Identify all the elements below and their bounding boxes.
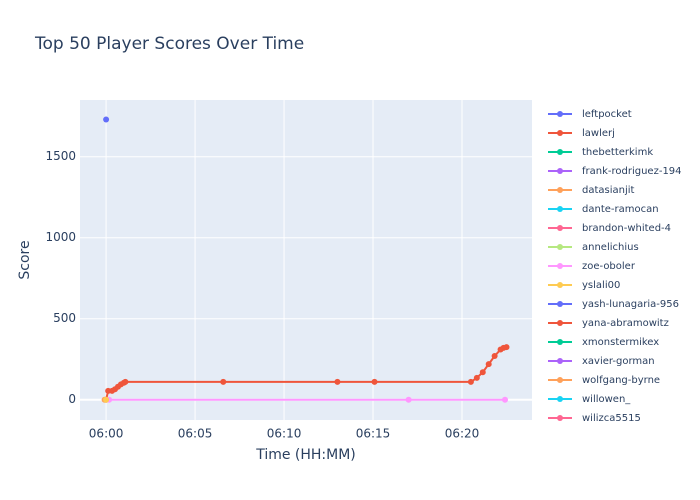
legend-label: yslali00 bbox=[582, 280, 620, 291]
data-point bbox=[503, 344, 510, 351]
legend-swatch-marker bbox=[557, 415, 563, 421]
legend-swatch-marker bbox=[557, 377, 563, 383]
plot-area bbox=[80, 100, 532, 420]
legend-label: thebetterkimk bbox=[582, 147, 653, 158]
data-point bbox=[220, 378, 227, 385]
legend-label: datasianjit bbox=[582, 185, 635, 196]
legend-swatch-marker bbox=[557, 339, 563, 345]
legend-label: xmonstermikex bbox=[582, 337, 659, 348]
legend-label: frank-rodriguez-194 bbox=[582, 166, 682, 177]
legend-item[interactable]: thebetterkimk bbox=[548, 147, 653, 158]
legend-swatch-marker bbox=[557, 396, 563, 402]
data-point bbox=[405, 396, 412, 403]
x-tick-label: 06:15 bbox=[356, 427, 391, 441]
legend-label: willowen_ bbox=[582, 394, 631, 405]
x-axis-title: Time (HH:MM) bbox=[255, 447, 356, 463]
legend-swatch-marker bbox=[557, 168, 563, 174]
data-point bbox=[502, 396, 509, 403]
x-tick-label: 06:05 bbox=[178, 427, 213, 441]
y-tick-label: 0 bbox=[68, 392, 76, 406]
legend-item[interactable]: wilizca5515 bbox=[548, 413, 641, 424]
legend-item[interactable]: frank-rodriguez-194 bbox=[548, 166, 682, 177]
legend-swatch-marker bbox=[557, 358, 563, 364]
legend-item[interactable]: datasianjit bbox=[548, 185, 635, 196]
data-point bbox=[485, 361, 492, 368]
legend-swatch-marker bbox=[557, 187, 563, 193]
data-point bbox=[334, 378, 341, 385]
legend-swatch-marker bbox=[557, 149, 563, 155]
x-tick-label: 06:00 bbox=[89, 427, 124, 441]
data-point bbox=[491, 353, 498, 359]
legend-item[interactable]: annelichius bbox=[548, 242, 639, 253]
y-tick-label: 500 bbox=[53, 311, 76, 325]
series-layer bbox=[101, 116, 510, 403]
legend-item[interactable]: wolfgang-byrne bbox=[548, 375, 660, 386]
chart-title: Top 50 Player Scores Over Time bbox=[34, 34, 304, 54]
data-point bbox=[371, 378, 378, 385]
y-axis-title: Score bbox=[17, 240, 33, 279]
legend-label: lawlerj bbox=[582, 128, 615, 139]
x-tick-label: 06:20 bbox=[445, 427, 480, 441]
legend-label: yana-abramowitz bbox=[582, 318, 669, 329]
legend-swatch-marker bbox=[557, 282, 563, 288]
data-point bbox=[122, 378, 129, 385]
legend-item[interactable]: yash-lunagaria-956 bbox=[548, 299, 679, 310]
x-tick-label: 06:10 bbox=[267, 427, 302, 441]
legend-item[interactable]: zoe-oboler bbox=[548, 261, 636, 272]
legend-label: yash-lunagaria-956 bbox=[582, 299, 679, 310]
data-point bbox=[103, 116, 110, 123]
legend-item[interactable]: brandon-whited-4 bbox=[548, 223, 671, 234]
legend-label: dante-ramocan bbox=[582, 204, 659, 215]
legend-swatch-marker bbox=[557, 263, 563, 269]
legend: leftpocket lawlerj thebetterkimk frank-rodr… bbox=[548, 109, 682, 424]
y-tick-label: 1500 bbox=[45, 149, 76, 163]
data-point bbox=[473, 374, 480, 381]
legend-swatch-marker bbox=[557, 301, 563, 307]
legend-item[interactable]: dante-ramocan bbox=[548, 204, 659, 215]
legend-item[interactable]: xavier-gorman bbox=[548, 356, 655, 367]
legend-label: brandon-whited-4 bbox=[582, 223, 671, 234]
legend-swatch-marker bbox=[557, 111, 563, 117]
legend-item[interactable]: willowen_ bbox=[548, 394, 631, 405]
legend-label: wolfgang-byrne bbox=[582, 375, 660, 386]
legend-label: xavier-gorman bbox=[582, 356, 655, 367]
legend-swatch-marker bbox=[557, 320, 563, 326]
data-point bbox=[103, 396, 110, 403]
data-point bbox=[479, 369, 486, 376]
legend-item[interactable]: xmonstermikex bbox=[548, 337, 659, 348]
legend-swatch-marker bbox=[557, 130, 563, 136]
legend-item[interactable]: yana-abramowitz bbox=[548, 318, 669, 329]
legend-swatch-marker bbox=[557, 225, 563, 231]
legend-label: annelichius bbox=[582, 242, 639, 253]
legend-swatch-marker bbox=[557, 206, 563, 212]
legend-item[interactable]: leftpocket bbox=[548, 109, 632, 120]
data-point bbox=[467, 378, 474, 385]
y-tick-label: 1000 bbox=[45, 230, 76, 244]
legend-label: wilizca5515 bbox=[582, 413, 641, 424]
legend-item[interactable]: lawlerj bbox=[548, 128, 615, 139]
legend-label: zoe-oboler bbox=[582, 261, 636, 272]
legend-item[interactable]: yslali00 bbox=[548, 280, 620, 291]
legend-swatch-marker bbox=[557, 244, 563, 250]
legend-label: leftpocket bbox=[582, 109, 632, 120]
